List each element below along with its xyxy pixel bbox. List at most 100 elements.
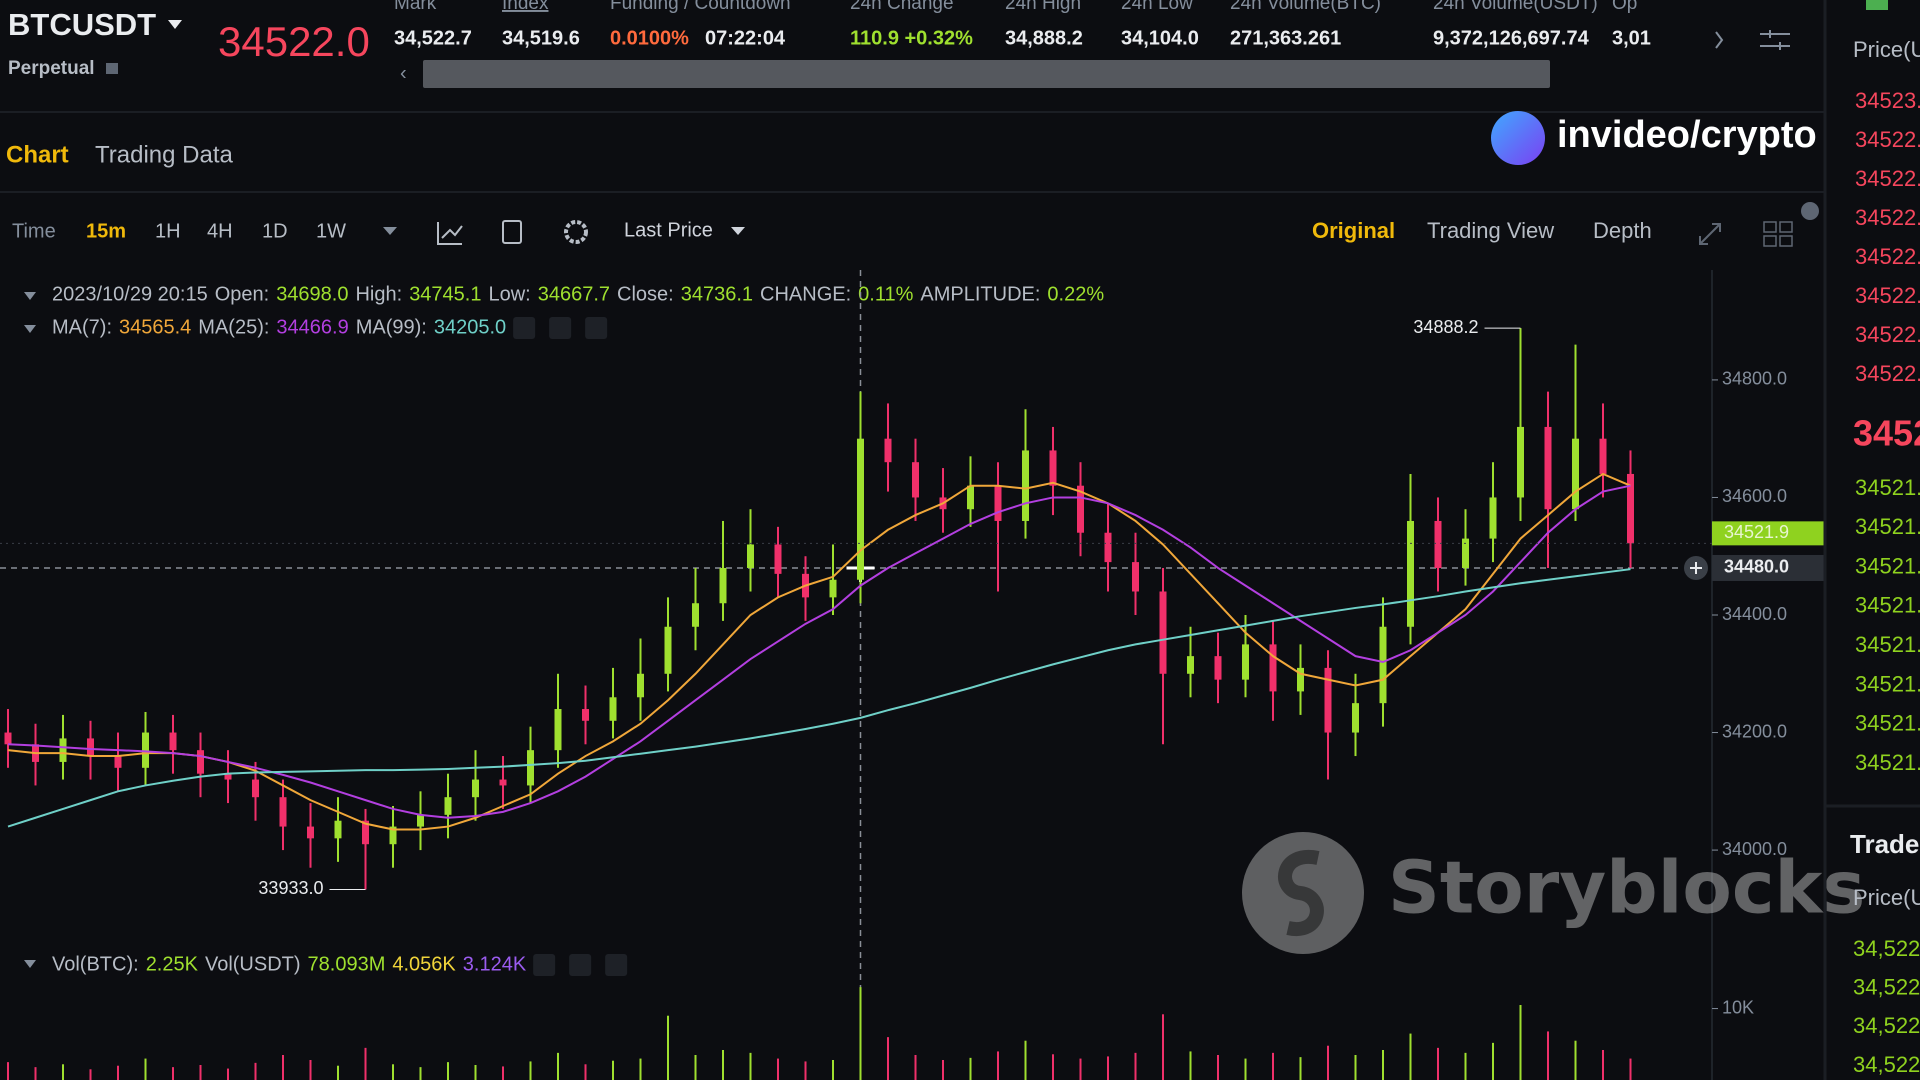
bid-price: 34521. — [1855, 711, 1920, 736]
stat-label: Op — [1612, 0, 1637, 14]
candle-body — [1132, 562, 1139, 592]
interval[interactable]: 4H — [207, 220, 233, 242]
volume-bar — [612, 1060, 614, 1080]
price-type-caret[interactable] — [731, 227, 745, 235]
view-tab[interactable]: Original — [1312, 218, 1395, 243]
volume-bar — [887, 1037, 889, 1080]
ma-line — [7, 484, 1631, 819]
ask-price: 34523. — [1855, 88, 1920, 113]
candle-body — [389, 826, 397, 845]
stock-logo-mark — [1278, 849, 1324, 937]
vol-hide[interactable] — [533, 954, 556, 976]
candle-body — [1104, 532, 1112, 563]
ask-price: 34522. — [1855, 244, 1920, 269]
interval-more[interactable] — [383, 227, 397, 235]
candle-body — [4, 732, 12, 745]
legend-value: 34745.1 — [409, 283, 481, 305]
tab[interactable]: Trading Data — [95, 141, 234, 168]
bid-price: 34521. — [1855, 593, 1920, 618]
interval[interactable]: 1D — [262, 220, 288, 242]
ask-price: 34522. — [1855, 127, 1920, 152]
tab[interactable]: Chart — [6, 141, 69, 168]
stat-countdown: 07:22:04 — [705, 27, 786, 49]
vol-caret[interactable] — [24, 960, 36, 968]
view-tab[interactable]: Depth — [1593, 218, 1652, 243]
candle-body — [362, 820, 369, 845]
price-type[interactable]: Last Price — [624, 219, 713, 241]
ma-label: MA(25): — [198, 316, 269, 338]
ma-value: 34565.4 — [119, 316, 191, 338]
crosshair-tag-label: 34480.0 — [1724, 557, 1789, 577]
legend-label: AMPLITUDE: — [920, 283, 1040, 305]
volume-bar — [914, 1055, 917, 1080]
scroll-right[interactable] — [1715, 31, 1724, 49]
candle-body — [994, 485, 1002, 521]
legend-label: CHANGE: — [760, 283, 851, 305]
candle-body — [884, 438, 892, 463]
volume-bar — [1272, 1052, 1274, 1080]
candle-body — [307, 826, 314, 839]
interval[interactable]: 1H — [155, 220, 181, 242]
candle-body — [527, 750, 534, 786]
fullscreen-icon[interactable] — [1699, 223, 1721, 245]
indicator-icon[interactable] — [437, 222, 463, 245]
volume-bar — [1409, 1033, 1412, 1080]
stat-value: 34,104.0 — [1121, 27, 1199, 49]
ma-settings[interactable] — [549, 317, 572, 339]
volume-bar — [282, 1055, 284, 1080]
candle-body — [142, 732, 149, 768]
volume-bar — [1574, 1040, 1577, 1080]
stat-value: 0.0100% — [610, 27, 689, 49]
bid-price: 34521. — [1855, 475, 1920, 500]
close-icon[interactable] — [1801, 202, 1819, 220]
stat-label: 24h Volume(BTC) — [1230, 0, 1381, 14]
ma-caret[interactable] — [24, 325, 36, 333]
volume-bar — [667, 1015, 669, 1080]
volume-bar — [1134, 1052, 1137, 1080]
scroll-left[interactable]: ‹ — [400, 62, 407, 84]
bid-price: 34521. — [1855, 514, 1920, 539]
volume-bar — [7, 1062, 9, 1080]
top-right-icon — [1866, 0, 1888, 10]
y-tick-label: 34800.0 — [1722, 369, 1787, 389]
interval[interactable]: 1W — [316, 220, 346, 242]
interval[interactable]: 15m — [86, 220, 126, 242]
candle-body — [774, 544, 782, 574]
volume-bar — [1382, 1050, 1384, 1080]
candle-body — [1049, 450, 1057, 486]
candle-body — [87, 738, 94, 757]
candle-body — [252, 779, 259, 798]
symbol-caret[interactable] — [168, 20, 182, 29]
legend-label: Close: — [617, 283, 674, 305]
settings-icon[interactable] — [1760, 30, 1790, 50]
vol-value: 4.056K — [392, 953, 456, 975]
volume-bar — [1189, 1051, 1192, 1080]
ma-label: MA(7): — [52, 316, 112, 338]
candle-body — [637, 673, 644, 698]
volume-bar — [1079, 1058, 1082, 1080]
vol-remove[interactable] — [605, 954, 628, 976]
candle-body — [857, 438, 864, 580]
candle-body — [1324, 667, 1332, 733]
layout-icon[interactable] — [1763, 221, 1793, 247]
bid-price: 34521. — [1855, 750, 1920, 775]
volume-bar — [34, 1067, 37, 1080]
volume-bar — [1327, 1045, 1329, 1080]
scrollbar[interactable] — [423, 60, 1550, 88]
candle-body — [554, 709, 562, 751]
stat-label: Mark — [394, 0, 437, 14]
volume-bar — [62, 1064, 64, 1080]
ma-remove[interactable] — [585, 317, 608, 339]
vol-settings[interactable] — [569, 954, 592, 976]
legend-value: 0.11% — [858, 283, 913, 305]
y-tick-label: 34200.0 — [1722, 721, 1787, 741]
ma-hide[interactable] — [513, 317, 536, 339]
view-tab[interactable]: Trading View — [1427, 218, 1554, 243]
volume-bar — [227, 1068, 229, 1080]
calc-icon[interactable] — [502, 220, 522, 244]
legend-caret[interactable] — [24, 292, 36, 300]
legend-value: 0.22% — [1047, 283, 1104, 305]
settings-gear[interactable] — [564, 220, 588, 244]
book-last: 3452 — [1853, 413, 1920, 454]
volume-bar — [969, 1057, 972, 1080]
